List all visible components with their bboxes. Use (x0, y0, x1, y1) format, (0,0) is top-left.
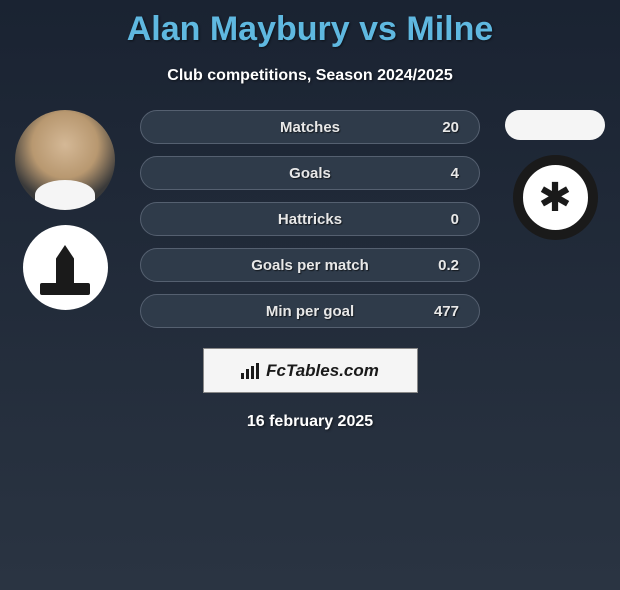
stat-value: 0.2 (438, 257, 459, 274)
bar-chart-icon (241, 363, 261, 379)
brand-text: FcTables.com (266, 361, 379, 381)
stat-row: Matches 20 (140, 110, 480, 144)
stat-row: Goals 4 (140, 156, 480, 190)
player-left-photo (15, 110, 115, 210)
left-player-column (10, 110, 120, 310)
player-left-club-badge (23, 225, 108, 310)
stat-label: Goals (161, 165, 459, 182)
subtitle: Club competitions, Season 2024/2025 (0, 67, 620, 85)
stats-area: Matches 20 Goals 4 Hattricks 0 Goals per… (0, 110, 620, 328)
player-right-club-badge (513, 155, 598, 240)
stat-value: 477 (434, 303, 459, 320)
stat-label: Matches (161, 119, 459, 136)
page-title: Alan Maybury vs Milne (0, 10, 620, 49)
stat-row: Min per goal 477 (140, 294, 480, 328)
stat-label: Goals per match (161, 257, 459, 274)
stat-value: 4 (451, 165, 459, 182)
right-player-column (500, 110, 610, 240)
stat-label: Min per goal (161, 303, 459, 320)
stat-row: Goals per match 0.2 (140, 248, 480, 282)
stat-row: Hattricks 0 (140, 202, 480, 236)
stats-list: Matches 20 Goals 4 Hattricks 0 Goals per… (140, 110, 480, 328)
date-text: 16 february 2025 (0, 413, 620, 431)
stat-value: 20 (442, 119, 459, 136)
brand-watermark: FcTables.com (203, 348, 418, 393)
stat-value: 0 (451, 211, 459, 228)
stat-label: Hattricks (161, 211, 459, 228)
player-right-photo (505, 110, 605, 140)
